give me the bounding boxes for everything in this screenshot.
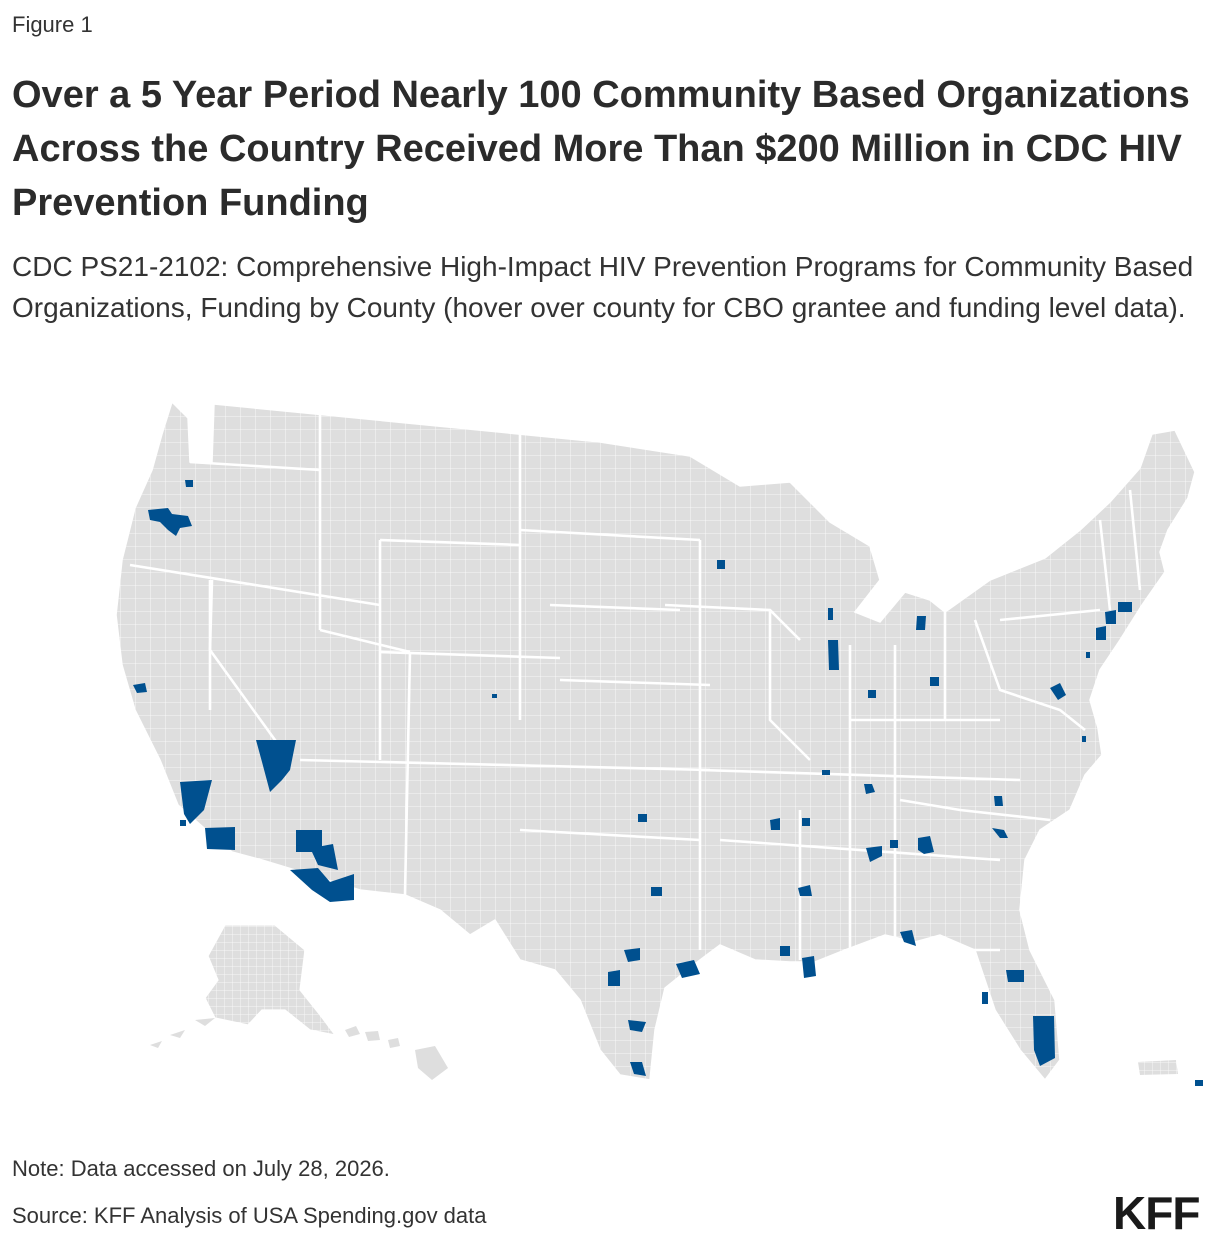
county-san-antonio-tx[interactable] bbox=[608, 970, 620, 986]
state-borders bbox=[129, 415, 1142, 960]
county-corpus-christi-tx[interactable] bbox=[628, 1020, 646, 1032]
kff-logo: KFF bbox=[1113, 1187, 1200, 1239]
county-baltimore-dc[interactable] bbox=[1050, 683, 1066, 700]
county-atlanta-ga[interactable] bbox=[918, 836, 934, 854]
county-al-east[interactable] bbox=[890, 840, 898, 848]
county-dallas-tx[interactable] bbox=[651, 887, 662, 896]
county-newark-nj[interactable] bbox=[1096, 626, 1106, 640]
county-st-louis-mo[interactable] bbox=[822, 770, 830, 775]
county-bay-area-ca[interactable] bbox=[133, 683, 147, 693]
hawaii-shape bbox=[345, 1026, 448, 1080]
county-san-juan-pr[interactable] bbox=[1195, 1080, 1203, 1086]
note-text: Note: Data accessed on July 28, 2026. bbox=[12, 1156, 390, 1181]
chart-title: Over a 5 Year Period Nearly 100 Communit… bbox=[12, 74, 1190, 224]
chart-subtitle: CDC PS21-2102: Comprehensive High-Impact… bbox=[12, 251, 1194, 323]
county-charlotte-nc[interactable] bbox=[994, 796, 1003, 806]
county-pima-az[interactable] bbox=[290, 868, 354, 902]
funded-counties[interactable] bbox=[133, 480, 1203, 1086]
county-austin-tx[interactable] bbox=[624, 948, 640, 962]
county-tampa-fl[interactable] bbox=[982, 992, 988, 1004]
county-maricopa-az[interactable] bbox=[296, 830, 338, 870]
county-miami-fl[interactable] bbox=[1033, 1016, 1055, 1066]
us-county-map[interactable] bbox=[0, 390, 1220, 1100]
county-las-vegas-nv[interactable] bbox=[256, 740, 296, 792]
county-new-york-ny[interactable] bbox=[1105, 610, 1116, 624]
county-indianapolis-in[interactable] bbox=[868, 690, 876, 698]
county-oklahoma-city-ok[interactable] bbox=[638, 814, 647, 822]
county-san-diego-island[interactable] bbox=[180, 820, 186, 826]
county-tallahassee-fl[interactable] bbox=[900, 930, 916, 946]
county-new-orleans-la[interactable] bbox=[802, 956, 816, 978]
county-columbus-oh[interactable] bbox=[930, 677, 939, 686]
county-los-angeles-ca[interactable] bbox=[180, 780, 212, 824]
county-chicago-il[interactable] bbox=[828, 640, 839, 670]
county-houston-tx[interactable] bbox=[676, 960, 700, 978]
county-orlando-fl[interactable] bbox=[1006, 970, 1024, 982]
county-baton-rouge-la[interactable] bbox=[780, 946, 790, 956]
county-philadelphia-pa[interactable] bbox=[1086, 652, 1090, 658]
county-memphis-tn[interactable] bbox=[770, 818, 780, 830]
county-brownsville-tx[interactable] bbox=[630, 1062, 646, 1076]
county-jackson-ms[interactable] bbox=[798, 885, 812, 896]
county-seattle-wa[interactable] bbox=[185, 480, 193, 487]
county-hartford-ct[interactable] bbox=[1118, 602, 1132, 612]
figure-label: Figure 1 bbox=[12, 12, 93, 37]
county-portland-or[interactable] bbox=[148, 508, 192, 536]
county-norfolk-va[interactable] bbox=[1082, 736, 1086, 742]
county-nashville-tn[interactable] bbox=[864, 784, 875, 794]
county-detroit-mi[interactable] bbox=[916, 616, 926, 630]
county-riverside-ca[interactable] bbox=[205, 827, 235, 850]
aleutian-islands bbox=[150, 1018, 215, 1048]
county-minneapolis-mn[interactable] bbox=[717, 560, 725, 569]
county-denver-co[interactable] bbox=[492, 694, 497, 698]
puerto-rico-shape bbox=[1138, 1060, 1178, 1075]
county-columbia-sc[interactable] bbox=[992, 828, 1008, 838]
county-milwaukee-wi[interactable] bbox=[828, 608, 833, 620]
county-north-ms[interactable] bbox=[802, 818, 810, 826]
alaska-shape bbox=[204, 924, 337, 1036]
source-text: Source: KFF Analysis of USA Spending.gov… bbox=[12, 1203, 487, 1228]
county-birmingham-al[interactable] bbox=[866, 846, 882, 862]
